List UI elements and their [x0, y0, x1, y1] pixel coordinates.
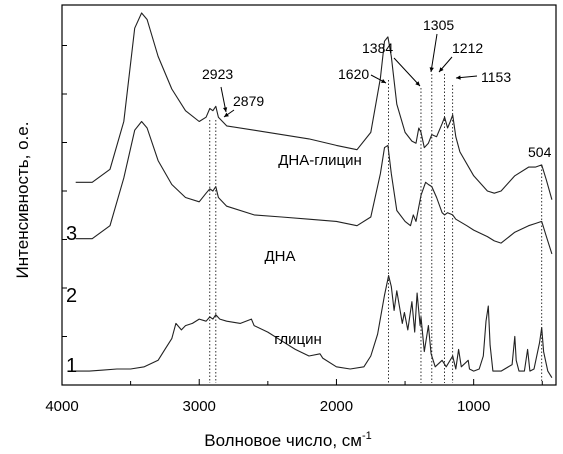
x-tick-label: 1000 — [457, 398, 490, 415]
x-tick-label: 2000 — [320, 398, 353, 415]
peak-arrow — [393, 57, 421, 87]
plot-frame — [61, 4, 557, 386]
arrow-head — [456, 75, 461, 80]
series-number: 2 — [66, 285, 77, 307]
peak-label: 1153 — [481, 69, 511, 85]
peak-label: 1212 — [452, 40, 483, 56]
peak-label: 2879 — [233, 93, 264, 109]
spectrum-line — [75, 12, 553, 200]
series-number: 3 — [66, 223, 77, 245]
arrow-head — [381, 79, 386, 83]
peak-label: 504 — [528, 144, 552, 160]
arrow-head — [224, 112, 229, 117]
series-label: глицин — [274, 331, 322, 348]
series-number: 1 — [66, 355, 77, 377]
peak-label: 1384 — [362, 40, 393, 56]
peak-label: 1305 — [423, 17, 454, 33]
peak-label: 2923 — [202, 66, 233, 82]
x-axis-label: Волновое число, см-1 — [204, 430, 372, 450]
y-axis-label: Интенсивность, о.е. — [13, 122, 32, 279]
spectrum-line — [75, 275, 553, 378]
arrow-head — [415, 81, 420, 86]
x-tick-label: 4000 — [45, 398, 78, 415]
series-label: ДНА — [265, 248, 296, 265]
series-label: ДНА-глицин — [278, 152, 362, 169]
x-tick-label: 3000 — [183, 398, 216, 415]
spectrum-line — [75, 120, 553, 255]
arrow-head — [429, 67, 434, 72]
peak-label: 1620 — [338, 66, 369, 82]
peak-arrow — [430, 33, 438, 73]
arrow-head — [439, 67, 444, 72]
arrow-head — [223, 107, 228, 112]
